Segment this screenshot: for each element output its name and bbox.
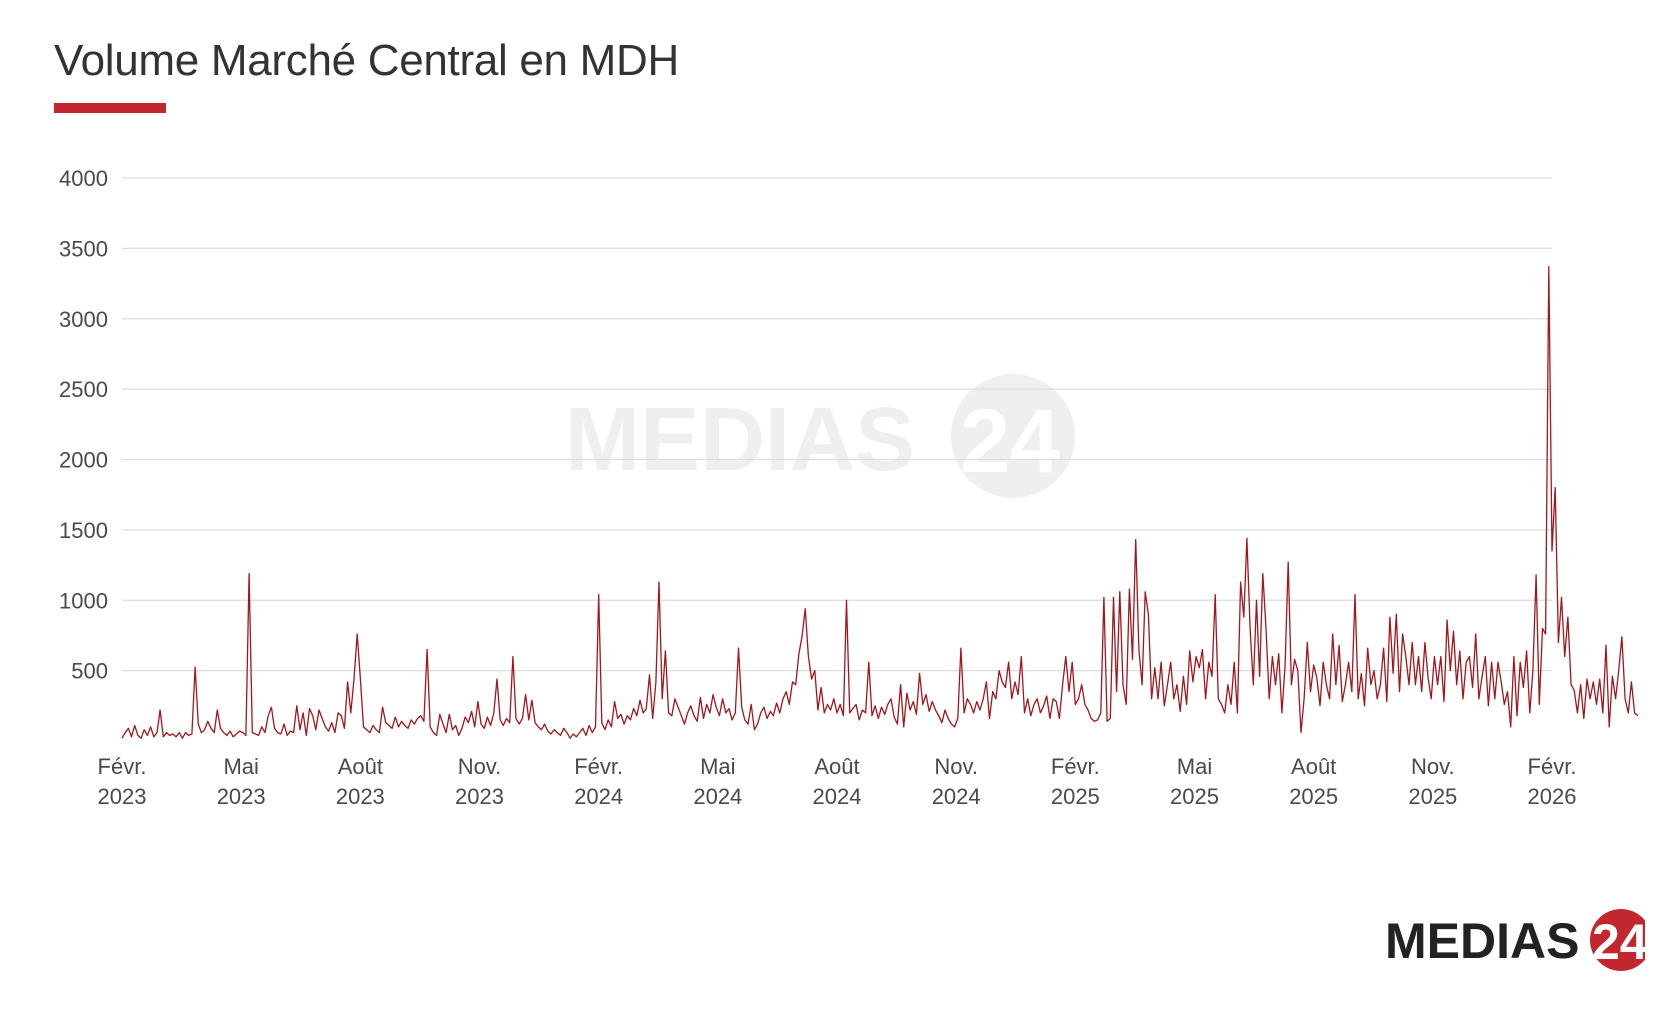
watermark: MEDIAS 24 (565, 374, 1075, 498)
x-axis-ticks: Févr. 2023 Mai 2023 Août 2023 Nov. 2023 Févr. 202… (98, 754, 1577, 809)
y-tick-label: 1000 (59, 588, 108, 613)
x-tick-label: Août 2024 (813, 754, 862, 809)
medias24-logo: MEDIAS 24 (1385, 909, 1645, 971)
y-tick-label: 2500 (59, 377, 108, 402)
x-tick-label: Août 2025 (1289, 754, 1338, 809)
watermark-number: 24 (960, 392, 1060, 492)
x-tick-label: Mai 2023 (217, 754, 266, 809)
x-tick-label: Mai 2025 (1170, 754, 1219, 809)
logo-circle (1590, 909, 1645, 971)
chart-title: Volume Marché Central en MDH (54, 36, 679, 85)
logo-text: MEDIAS (1385, 913, 1579, 969)
series-group (121, 266, 1639, 739)
y-tick-label: 3000 (59, 307, 108, 332)
x-tick-label: Août 2023 (336, 754, 385, 809)
x-tick-label: Nov. 2023 (455, 754, 504, 809)
x-tick-label: Févr. 2025 (1051, 754, 1100, 809)
logo-number: 24 (1592, 914, 1645, 970)
watermark-circle (951, 374, 1075, 498)
x-tick-label: Févr. 2026 (1528, 754, 1577, 809)
x-tick-label: Févr. 2024 (574, 754, 623, 809)
watermark-text: MEDIAS (565, 390, 915, 490)
series-line-0 (121, 266, 1639, 739)
y-tick-label: 3500 (59, 236, 108, 261)
x-tick-label: Nov. 2024 (932, 754, 981, 809)
y-tick-label: 500 (71, 659, 108, 684)
x-tick-label: Mai 2024 (693, 754, 742, 809)
title-underline (54, 103, 166, 113)
y-tick-label: 2000 (59, 448, 108, 473)
y-tick-label: 1500 (59, 518, 108, 543)
x-tick-label: Févr. 2023 (98, 754, 147, 809)
y-axis-ticks: 500 1000 1500 2000 2500 3000 3500 4000 (59, 166, 108, 684)
y-tick-label: 4000 (59, 166, 108, 191)
x-tick-label: Nov. 2025 (1408, 754, 1457, 809)
